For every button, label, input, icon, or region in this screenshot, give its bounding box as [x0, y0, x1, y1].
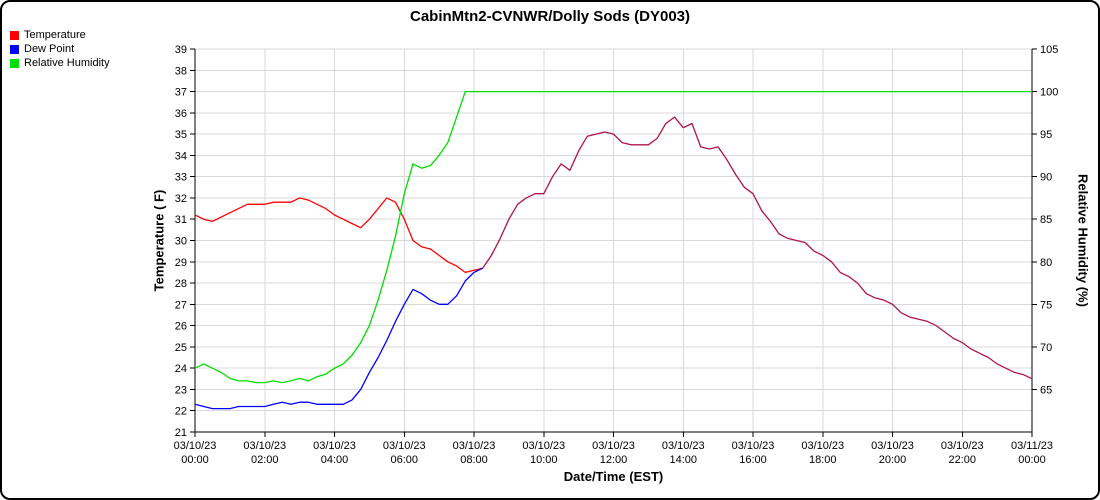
gridlines	[194, 48, 1033, 433]
left-tick-label: 23	[175, 384, 187, 396]
x-tick-date-label: 03/10/23	[383, 440, 426, 452]
left-tick-label: 39	[175, 44, 187, 56]
tick-labels: 21 22 23 24 25 26 27 28 29 30 31 32 33 34 35 36 37 38 39 65…	[174, 44, 1059, 466]
x-tick-date-label: 03/10/23	[522, 440, 565, 452]
series-temperature-dewpoint-merged	[482, 116, 1033, 380]
x-tick-time-label: 18:00	[809, 454, 837, 466]
left-tick-label: 24	[175, 363, 187, 375]
x-tick-time-label: 16:00	[739, 454, 767, 466]
x-tick-date-label: 03/10/23	[453, 440, 496, 452]
left-tick-label: 26	[175, 321, 187, 333]
x-axis-title: Date/Time (EST)	[563, 469, 664, 484]
left-tick-label: 32	[175, 193, 187, 205]
left-tick-label: 33	[175, 172, 187, 184]
left-tick-label: 34	[175, 150, 187, 162]
right-tick-label: 70	[1040, 342, 1052, 354]
right-tick-label: 105	[1040, 44, 1058, 56]
legend-item-dew-point: Dew Point	[10, 43, 110, 56]
x-tick-date-label: 03/10/23	[662, 440, 705, 452]
x-tick-date-label: 03/10/23	[801, 440, 844, 452]
dew-point-swatch-icon	[10, 45, 19, 54]
x-tick-date-label: 03/10/23	[732, 440, 775, 452]
right-tick-label: 65	[1040, 384, 1052, 396]
x-tick-time-label: 20:00	[879, 454, 907, 466]
x-tick-time-label: 10:00	[530, 454, 558, 466]
legend-label-relative-humidity: Relative Humidity	[24, 57, 110, 69]
x-tick-date-label: 03/10/23	[592, 440, 635, 452]
x-tick-date-label: 03/10/23	[313, 440, 356, 452]
x-tick-time-label: 22:00	[948, 454, 976, 466]
left-tick-label: 22	[175, 406, 187, 418]
series	[194, 90, 1033, 410]
left-tick-label: 31	[175, 214, 187, 226]
legend-label-temperature: Temperature	[24, 29, 86, 41]
left-tick-label: 35	[175, 129, 187, 141]
x-tick-time-label: 12:00	[600, 454, 628, 466]
x-tick-time-label: 00:00	[181, 454, 209, 466]
left-tick-label: 28	[175, 278, 187, 290]
temperature-swatch-icon	[10, 31, 19, 40]
x-tick-date-label: 03/10/23	[941, 440, 984, 452]
legend: Temperature Dew Point Relative Humidity	[10, 29, 110, 71]
series-dew-point	[194, 267, 483, 410]
series-relative-humidity	[194, 90, 1032, 384]
right-tick-label: 90	[1040, 172, 1052, 184]
x-tick-date-label: 03/10/23	[871, 440, 914, 452]
x-tick-date-label: 03/10/23	[174, 440, 217, 452]
left-tick-label: 30	[175, 236, 187, 248]
legend-item-temperature: Temperature	[10, 29, 110, 42]
left-tick-label: 38	[175, 65, 187, 77]
x-tick-time-label: 00:00	[1018, 454, 1046, 466]
left-tick-label: 36	[175, 108, 187, 120]
left-tick-label: 25	[175, 342, 187, 354]
right-tick-label: 85	[1040, 214, 1052, 226]
left-tick-label: 21	[175, 427, 187, 439]
right-axis-title: Relative Humidity (%)	[1075, 174, 1091, 307]
x-tick-time-label: 02:00	[251, 454, 279, 466]
left-tick-label: 29	[175, 257, 187, 269]
left-axis-title: Temperature ( F)	[151, 189, 167, 292]
right-tick-label: 95	[1040, 129, 1052, 141]
legend-item-relative-humidity: Relative Humidity	[10, 57, 110, 70]
relative-humidity-swatch-icon	[10, 59, 19, 68]
right-tick-label: 80	[1040, 257, 1052, 269]
right-tick-label: 75	[1040, 299, 1052, 311]
x-tick-date-label: 03/11/23	[1011, 440, 1053, 452]
left-tick-label: 27	[175, 299, 187, 311]
page-title: CabinMtn2-CVNWR/Dolly Sods (DY003)	[409, 8, 691, 25]
legend-label-dew-point: Dew Point	[24, 43, 75, 55]
x-tick-time-label: 08:00	[460, 454, 488, 466]
x-tick-time-label: 14:00	[669, 454, 697, 466]
x-tick-time-label: 04:00	[321, 454, 349, 466]
x-tick-date-label: 03/10/23	[243, 440, 286, 452]
series-temperature	[194, 197, 483, 274]
x-tick-time-label: 06:00	[390, 454, 418, 466]
right-tick-label: 100	[1040, 87, 1058, 99]
left-tick-label: 37	[175, 87, 187, 99]
